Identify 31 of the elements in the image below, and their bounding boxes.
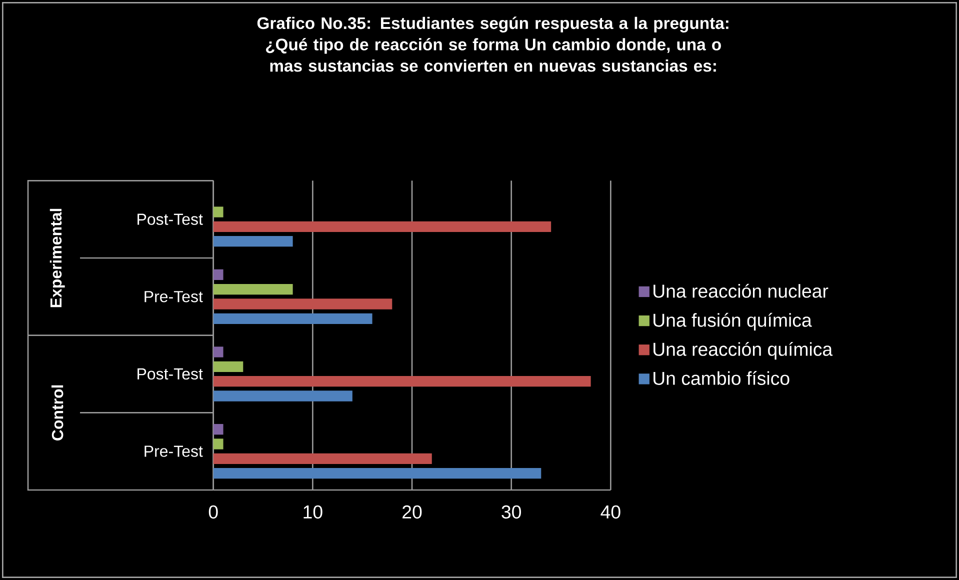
x-tick-label: 10 — [304, 505, 322, 519]
text: Experimental — [50, 208, 65, 308]
y-tick-label: Pre-Test — [144, 446, 203, 457]
bar — [213, 346, 224, 358]
y-tick-label: Post-Test — [138, 214, 203, 225]
y-tick-label: Post-Test — [138, 368, 203, 380]
bar — [213, 390, 352, 402]
bar — [213, 453, 432, 464]
legend-label: Una reacción nuclear — [654, 284, 828, 298]
legend-label: Una fusión química — [654, 312, 812, 331]
bar — [213, 376, 591, 387]
bar — [213, 361, 244, 372]
bar — [213, 269, 224, 280]
legend-label: Una reacción química — [654, 342, 833, 360]
bar — [213, 313, 372, 324]
x-tick-label: 40 — [600, 505, 620, 519]
bar — [213, 206, 224, 218]
bar — [213, 424, 224, 435]
x-tick-label: 20 — [402, 505, 422, 519]
y-tick-label: Pre-Test — [144, 291, 203, 302]
bar — [213, 284, 293, 295]
x-tick-label: 30 — [502, 505, 521, 519]
chart-title: Grafico No.35: Estudiantes según respuesta a la pregunta: ¿Qué tipo de reacción se forma Un cambio donde, una o mas sustancias se convierten en nuevas sustancias es: — [257, 16, 728, 72]
bar — [213, 438, 224, 450]
bar — [213, 236, 293, 247]
bar — [213, 298, 392, 310]
bar — [213, 221, 552, 232]
legend-label: Un cambio físico — [654, 371, 790, 385]
text: Control — [51, 385, 64, 440]
x-tick-label: 0 — [208, 505, 218, 519]
bar — [213, 468, 542, 479]
